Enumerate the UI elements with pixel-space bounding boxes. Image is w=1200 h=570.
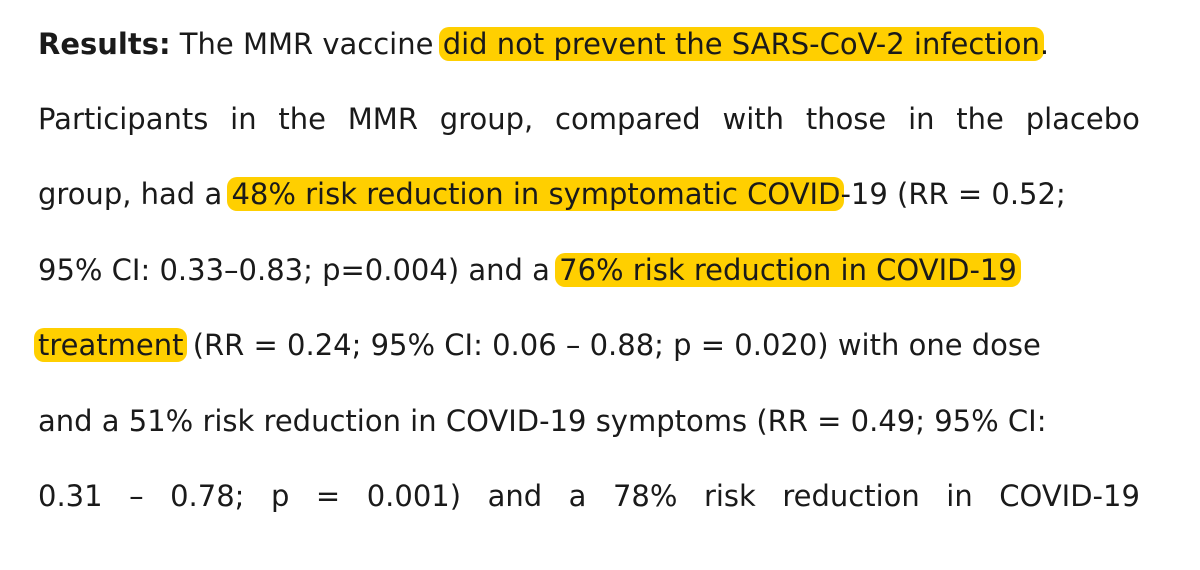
line-text: 95% CI: 0.33–0.83; p=0.004) and a <box>38 253 560 287</box>
line-text: and a 51% risk reduction in COVID-19 sym… <box>38 404 1047 438</box>
text-line-1: Results: The MMR vaccine did not prevent… <box>38 22 1049 66</box>
line-text: The MMR vaccine <box>170 27 443 61</box>
word: 0.31 <box>38 479 103 513</box>
word: – <box>129 479 144 513</box>
word: placebo <box>1025 102 1140 136</box>
word: the <box>278 102 326 136</box>
word: reduction <box>782 479 920 513</box>
results-label: Results: <box>38 27 171 61</box>
word: group, <box>439 102 534 136</box>
text-line-2: Participants in the MMR group, compared … <box>38 97 1140 141</box>
word: = <box>315 479 341 513</box>
word: 78% <box>612 479 678 513</box>
highlighted-text: 48% risk reduction in symptomatic COVID <box>227 177 845 211</box>
word: in <box>230 102 257 136</box>
line-text: . <box>1039 27 1050 61</box>
word: COVID-19 <box>999 479 1140 513</box>
highlighted-text: 76% risk reduction in COVID-19 <box>555 253 1021 287</box>
line-text: group, had a <box>38 177 232 211</box>
word: Participants <box>38 102 209 136</box>
text-line-7: 0.31 – 0.78; p = 0.001) and a 78% risk r… <box>38 474 1140 518</box>
word: MMR <box>347 102 418 136</box>
word: a <box>568 479 587 513</box>
line-text: -19 (RR = 0.52; <box>840 177 1066 211</box>
word: with <box>722 102 785 136</box>
word: 0.001) <box>366 479 462 513</box>
word: in <box>946 479 973 513</box>
line-text: (RR = 0.24; 95% CI: 0.06 – 0.88; p = 0.0… <box>183 328 1041 362</box>
word: those <box>805 102 887 136</box>
word: risk <box>703 479 756 513</box>
word: the <box>956 102 1004 136</box>
text-line-4: 95% CI: 0.33–0.83; p=0.004) and a 76% ri… <box>38 248 1021 292</box>
word: and <box>487 479 543 513</box>
text-line-3: group, had a 48% risk reduction in sympt… <box>38 172 1066 216</box>
highlighted-text: treatment <box>34 328 188 362</box>
word: compared <box>555 102 701 136</box>
highlighted-text: did not prevent the SARS-CoV-2 infection <box>438 27 1044 61</box>
text-line-6: and a 51% risk reduction in COVID-19 sym… <box>38 399 1046 443</box>
word: p <box>270 479 290 513</box>
word: in <box>908 102 935 136</box>
text-line-5: treatment (RR = 0.24; 95% CI: 0.06 – 0.8… <box>34 323 1041 367</box>
word: 0.78; <box>170 479 245 513</box>
